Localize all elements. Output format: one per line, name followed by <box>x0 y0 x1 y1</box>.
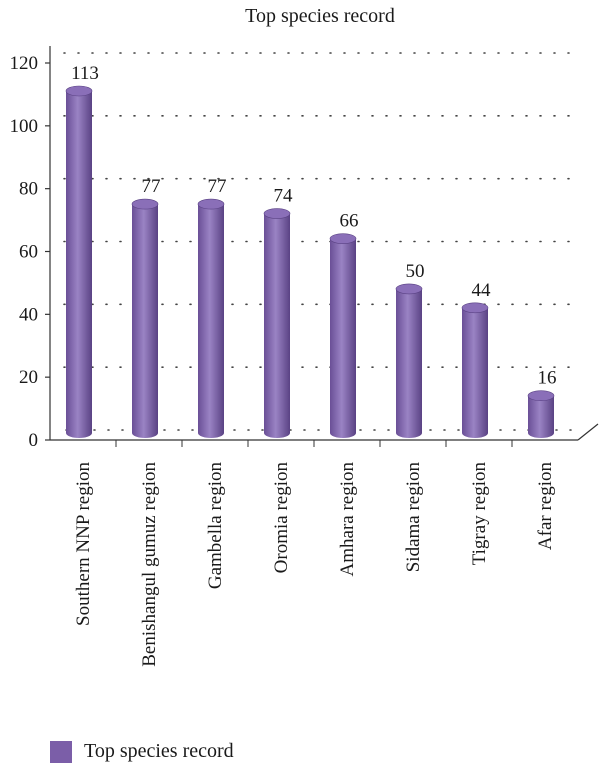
value-label: 44 <box>472 280 492 301</box>
value-label: 16 <box>538 368 557 389</box>
bar <box>263 208 291 438</box>
category-label: Afar region <box>535 462 556 551</box>
category-label: Sidama region <box>403 462 424 573</box>
legend-label: Top species record <box>84 740 234 762</box>
bar-top <box>197 198 225 210</box>
bar-top <box>263 208 291 219</box>
bar <box>197 198 225 438</box>
bars <box>65 85 555 438</box>
value-label: 77 <box>142 176 161 197</box>
bar <box>65 85 93 438</box>
floor-edge <box>577 423 599 441</box>
y-tick-label: 0 <box>29 430 39 451</box>
bar <box>461 302 489 438</box>
category-label: Southern NNP region <box>73 462 94 626</box>
bar-body <box>198 204 224 433</box>
bar-top <box>131 198 159 210</box>
y-tick-label: 20 <box>19 367 38 388</box>
bar-body <box>396 288 422 433</box>
bar-body <box>462 307 488 433</box>
bar <box>131 198 159 438</box>
bar <box>527 390 555 438</box>
y-tick-label: 100 <box>10 116 39 137</box>
bar-top <box>527 390 555 402</box>
bar-chart: Top species record 0 20 40 60 80 100 120 113 77… <box>10 5 599 667</box>
chart-title: Top species record <box>245 5 395 27</box>
value-label: 66 <box>340 211 359 232</box>
bar-body <box>264 213 290 433</box>
value-labels: 113 77 77 74 66 50 44 16 <box>71 63 556 389</box>
y-tick-label: 80 <box>19 179 38 200</box>
bar <box>395 283 423 438</box>
y-tick-label: 120 <box>10 53 39 74</box>
bar-top <box>65 85 93 97</box>
category-label: Oromia region <box>271 462 292 574</box>
category-label: Benishangul gumuz region <box>139 462 160 667</box>
bar-body <box>132 204 158 433</box>
y-tick-label: 40 <box>19 304 38 325</box>
legend: Top species record <box>50 740 234 763</box>
category-label: Gambella region <box>205 462 226 590</box>
category-label: Tigray region <box>469 462 490 566</box>
bar-top <box>395 283 423 295</box>
value-label: 50 <box>406 261 425 282</box>
bar-body <box>66 90 92 433</box>
y-tick-label: 60 <box>19 242 38 263</box>
bar <box>329 233 357 438</box>
category-label: Amhara region <box>337 462 358 577</box>
bar-top <box>329 233 357 244</box>
value-label: 77 <box>208 176 227 197</box>
bar-body <box>528 395 554 433</box>
y-ticks: 0 20 40 60 80 100 120 <box>10 53 50 451</box>
value-label: 74 <box>274 186 294 207</box>
value-label: 113 <box>71 63 99 84</box>
category-labels: Southern NNP region Benishangul gumuz reg… <box>73 440 556 667</box>
bar-body <box>330 238 356 433</box>
legend-swatch <box>50 740 72 763</box>
bar-top <box>461 302 489 314</box>
